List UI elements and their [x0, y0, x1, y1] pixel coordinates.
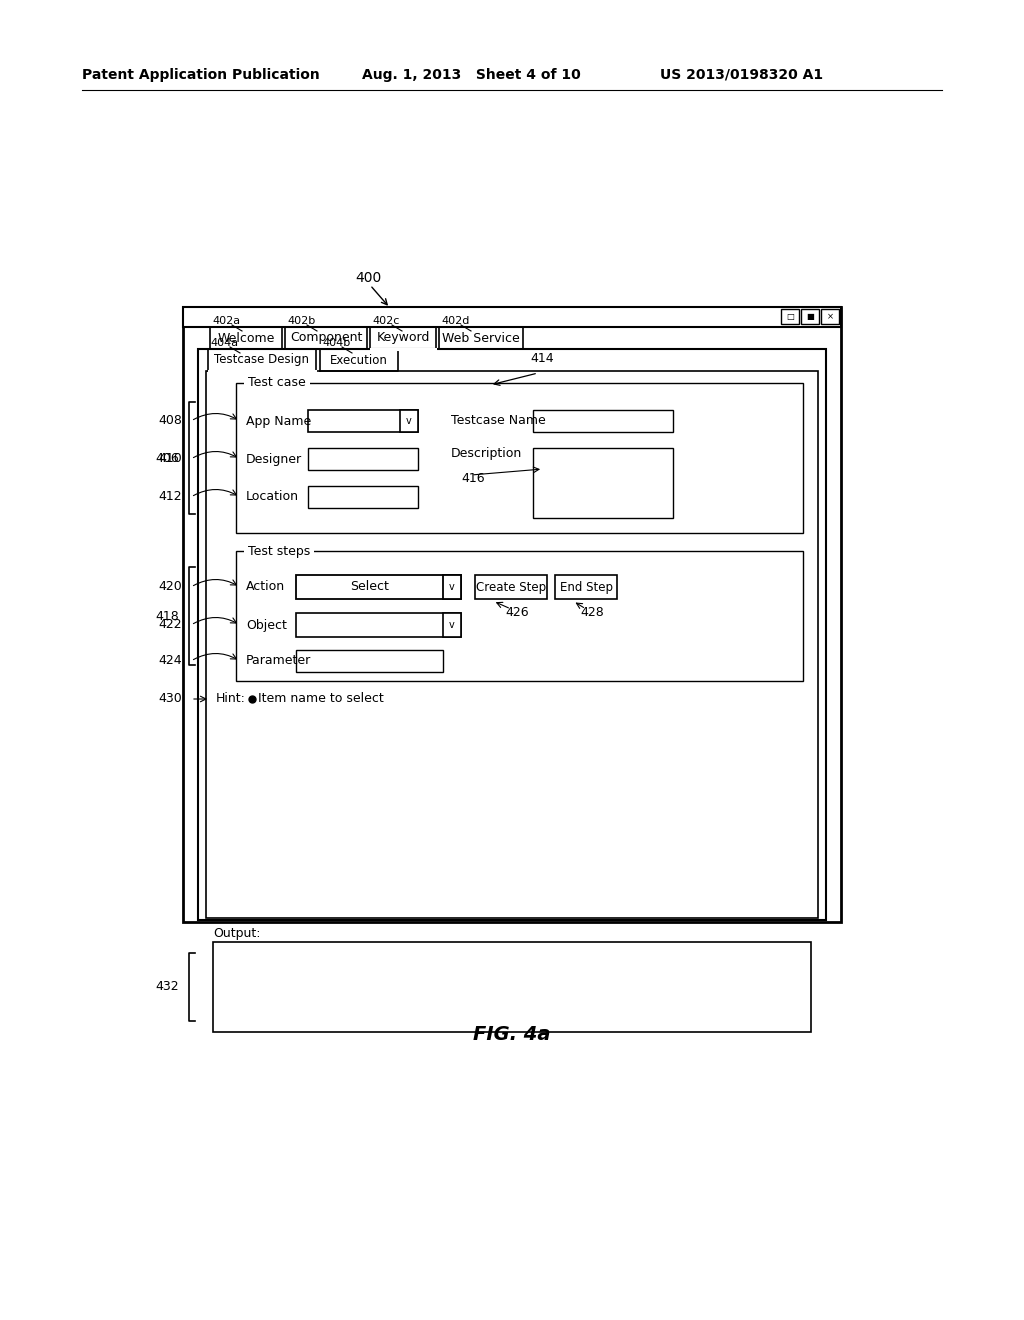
Text: 432: 432 — [155, 981, 178, 994]
Bar — [534, 411, 673, 432]
Bar — [475, 576, 547, 599]
Text: App Name: App Name — [246, 414, 311, 428]
Text: 402a: 402a — [212, 315, 240, 326]
Text: 402c: 402c — [372, 315, 399, 326]
Bar — [183, 308, 841, 327]
Text: Object: Object — [246, 619, 287, 631]
Bar — [443, 576, 461, 599]
Bar — [443, 612, 461, 638]
Bar — [781, 309, 799, 323]
Text: 402b: 402b — [287, 315, 315, 326]
Text: 422: 422 — [158, 619, 181, 631]
Text: Hint:: Hint: — [216, 693, 246, 705]
Text: Select: Select — [350, 581, 389, 594]
Text: Action: Action — [246, 581, 285, 594]
Text: v: v — [407, 416, 412, 426]
Text: 420: 420 — [158, 581, 181, 594]
Bar — [555, 576, 617, 599]
Text: 400: 400 — [355, 271, 381, 285]
Text: Description: Description — [451, 446, 522, 459]
Text: 410: 410 — [158, 453, 181, 466]
Text: 412: 412 — [158, 491, 181, 503]
Bar — [821, 309, 839, 323]
Text: US 2013/0198320 A1: US 2013/0198320 A1 — [660, 69, 823, 82]
Text: 430: 430 — [158, 693, 181, 705]
Bar — [400, 411, 418, 432]
Bar — [308, 486, 418, 508]
Bar — [198, 348, 826, 920]
Text: 408: 408 — [158, 414, 182, 428]
Text: Item name to select: Item name to select — [258, 693, 384, 705]
Text: Designer: Designer — [246, 453, 302, 466]
Text: 404b: 404b — [322, 338, 350, 348]
Text: Test case: Test case — [244, 376, 309, 389]
Bar — [236, 383, 803, 533]
Bar — [296, 612, 461, 638]
Text: v: v — [450, 582, 455, 591]
Text: 416: 416 — [461, 473, 484, 486]
Text: Create Step: Create Step — [476, 581, 546, 594]
Text: Patent Application Publication: Patent Application Publication — [82, 69, 319, 82]
Text: Keyword: Keyword — [376, 331, 430, 345]
Text: Aug. 1, 2013   Sheet 4 of 10: Aug. 1, 2013 Sheet 4 of 10 — [362, 69, 581, 82]
Text: 406: 406 — [155, 451, 179, 465]
Text: v: v — [450, 620, 455, 630]
Text: Testcase Design: Testcase Design — [214, 354, 309, 367]
Bar — [296, 576, 461, 599]
Text: Location: Location — [246, 491, 299, 503]
Text: 418: 418 — [155, 610, 179, 623]
Bar — [183, 308, 841, 921]
Text: 414: 414 — [530, 352, 554, 366]
Bar — [308, 411, 418, 432]
Text: Test steps: Test steps — [244, 544, 314, 557]
Text: End Step: End Step — [559, 581, 612, 594]
Text: 428: 428 — [580, 606, 604, 619]
Bar — [296, 649, 443, 672]
Bar — [801, 309, 819, 323]
Text: Parameter: Parameter — [246, 655, 311, 668]
Text: Testcase Name: Testcase Name — [451, 414, 546, 428]
Text: Output:: Output: — [213, 928, 260, 940]
Text: 404a: 404a — [210, 338, 239, 348]
Text: ■: ■ — [806, 312, 814, 321]
Text: Component: Component — [290, 331, 362, 345]
Text: Execution: Execution — [330, 354, 388, 367]
Bar — [308, 447, 418, 470]
Bar — [236, 550, 803, 681]
Text: 424: 424 — [158, 655, 181, 668]
Text: □: □ — [786, 312, 794, 321]
Text: Web Service: Web Service — [442, 331, 520, 345]
Text: FIG. 4a: FIG. 4a — [473, 1026, 551, 1044]
Bar — [213, 942, 811, 1032]
Text: Welcome: Welcome — [217, 331, 274, 345]
Text: 426: 426 — [505, 606, 528, 619]
Text: ×: × — [826, 312, 834, 321]
Bar — [534, 447, 673, 517]
Bar — [206, 371, 818, 917]
Text: 402d: 402d — [441, 315, 469, 326]
